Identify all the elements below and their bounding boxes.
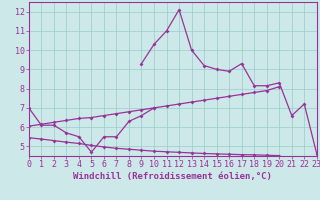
X-axis label: Windchill (Refroidissement éolien,°C): Windchill (Refroidissement éolien,°C) — [73, 172, 272, 181]
